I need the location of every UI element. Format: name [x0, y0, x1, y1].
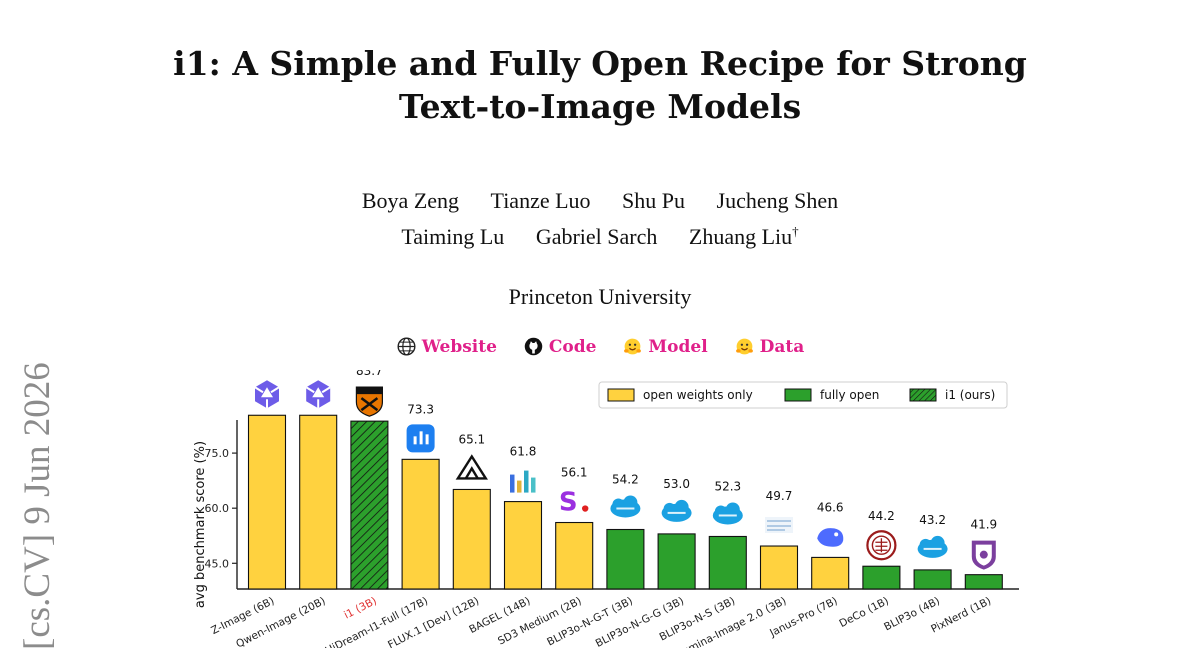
author-name: Tianze Luo	[490, 188, 591, 213]
bar	[862, 565, 901, 590]
bar	[401, 458, 440, 590]
affiliation: Princeton University	[508, 284, 692, 309]
website-label: Website	[421, 336, 497, 357]
dagger-mark: †	[792, 224, 799, 239]
bagel-icon	[510, 470, 536, 493]
data-label: 85.3	[254, 370, 281, 372]
salesforce-icon	[917, 535, 948, 558]
globe-icon	[397, 337, 416, 356]
hugging-face-icon	[735, 338, 753, 355]
author-name: Taiming Lu	[401, 224, 505, 250]
x-tick-label: i1 (3B)	[342, 595, 379, 622]
peking-university-icon	[866, 530, 897, 561]
legend: open weights only fully open i1 (ours)	[598, 381, 1008, 409]
bar	[247, 414, 287, 590]
bar	[811, 556, 850, 590]
bar	[555, 521, 594, 590]
nwpu-icon	[971, 540, 996, 570]
authors-line-2: Taiming Lu Gabriel Sarch Zhuang Liu†	[0, 224, 1200, 250]
bar	[452, 488, 491, 590]
x-tick-label: Qwen-Image (20B)	[234, 595, 327, 648]
svg-text:S: S	[559, 488, 578, 518]
author-name: Zhuang Liu	[688, 224, 793, 250]
data-label: 65.1	[458, 432, 485, 446]
model-link[interactable]: Model	[622, 336, 708, 357]
data-label: 85.3	[305, 370, 332, 372]
qwen-icon	[254, 380, 280, 409]
data-label: 61.8	[510, 445, 537, 459]
bar	[503, 501, 543, 590]
author-name: Boya Zeng	[361, 188, 460, 213]
data-label: 56.1	[561, 466, 588, 480]
bar	[299, 414, 338, 590]
author-name: Shu Pu	[622, 188, 686, 213]
x-tick-label: BLIP3o-N-G-G (3B)	[594, 595, 686, 648]
princeton-shield-icon	[355, 386, 383, 417]
y-tick-label: 45.0	[205, 557, 230, 570]
paper-title: i1: A Simple and Fully Open Recipe for S…	[0, 42, 1200, 128]
title-line-2: Text-to-Image Models	[398, 87, 802, 126]
data-link[interactable]: Data	[734, 336, 805, 357]
data-label: 83.7	[356, 370, 383, 378]
legend-swatch	[607, 388, 635, 402]
hugging-face-icon	[624, 338, 642, 355]
author-name: Jucheng Shen	[716, 188, 839, 213]
x-tick-label: BLIP3o-N-G-T (3B)	[545, 595, 635, 648]
legend-label: open weights only	[643, 388, 753, 402]
qwen-icon	[305, 380, 331, 409]
data-label: 44.2	[868, 509, 895, 523]
bar	[759, 545, 799, 590]
deepseek-icon	[817, 528, 844, 547]
bar	[606, 528, 645, 590]
bar	[350, 420, 389, 590]
y-tick-label: 60.0	[205, 502, 230, 515]
github-icon	[524, 337, 543, 356]
legend-label: fully open	[820, 388, 879, 402]
stability-icon: S	[559, 488, 589, 518]
data-label: 73.3	[407, 402, 434, 416]
data-label: Data	[759, 336, 805, 357]
y-tick-label: 75.0	[205, 447, 230, 460]
author-name: Gabriel Sarch	[535, 224, 658, 250]
legend-label: i1 (ours)	[945, 388, 995, 402]
legend-swatch	[909, 388, 937, 402]
code-label: Code	[548, 336, 597, 357]
data-label: 54.2	[612, 472, 639, 486]
data-label: 53.0	[663, 477, 690, 491]
bar	[708, 535, 747, 590]
hidream-icon	[406, 424, 435, 453]
author-name-corresponding: Zhuang Liu†	[689, 224, 799, 249]
model-label: Model	[648, 336, 708, 357]
data-label: 43.2	[919, 513, 946, 527]
arxiv-stamp: [cs.CV] 9 Jun 2026	[17, 362, 58, 650]
bar	[964, 574, 1003, 590]
data-label: 49.7	[766, 489, 793, 503]
salesforce-icon	[610, 495, 641, 518]
data-label: 52.3	[714, 479, 741, 493]
data-label: 41.9	[970, 518, 997, 532]
title-line-1: i1: A Simple and Fully Open Recipe for S…	[173, 44, 1027, 83]
flux-icon	[455, 454, 488, 480]
code-link[interactable]: Code	[523, 336, 597, 357]
bar	[657, 533, 696, 590]
lumina-icon	[765, 517, 793, 534]
link-row: Website Code Model Data	[0, 336, 1200, 362]
authors-line-1: Boya Zeng Tianze Luo Shu Pu Jucheng Shen	[0, 188, 1200, 214]
legend-swatch	[784, 388, 812, 402]
bar	[913, 569, 952, 590]
salesforce-icon	[712, 502, 743, 525]
data-label: 46.6	[817, 500, 844, 514]
x-tick-label: FLUX.1 [Dev] (12B)	[386, 595, 481, 648]
website-link[interactable]: Website	[396, 336, 497, 357]
x-tick-label: SD3 Medium (2B)	[496, 595, 584, 648]
y-axis-label: avg benchmark score (%)	[193, 441, 208, 608]
salesforce-icon	[661, 499, 692, 522]
